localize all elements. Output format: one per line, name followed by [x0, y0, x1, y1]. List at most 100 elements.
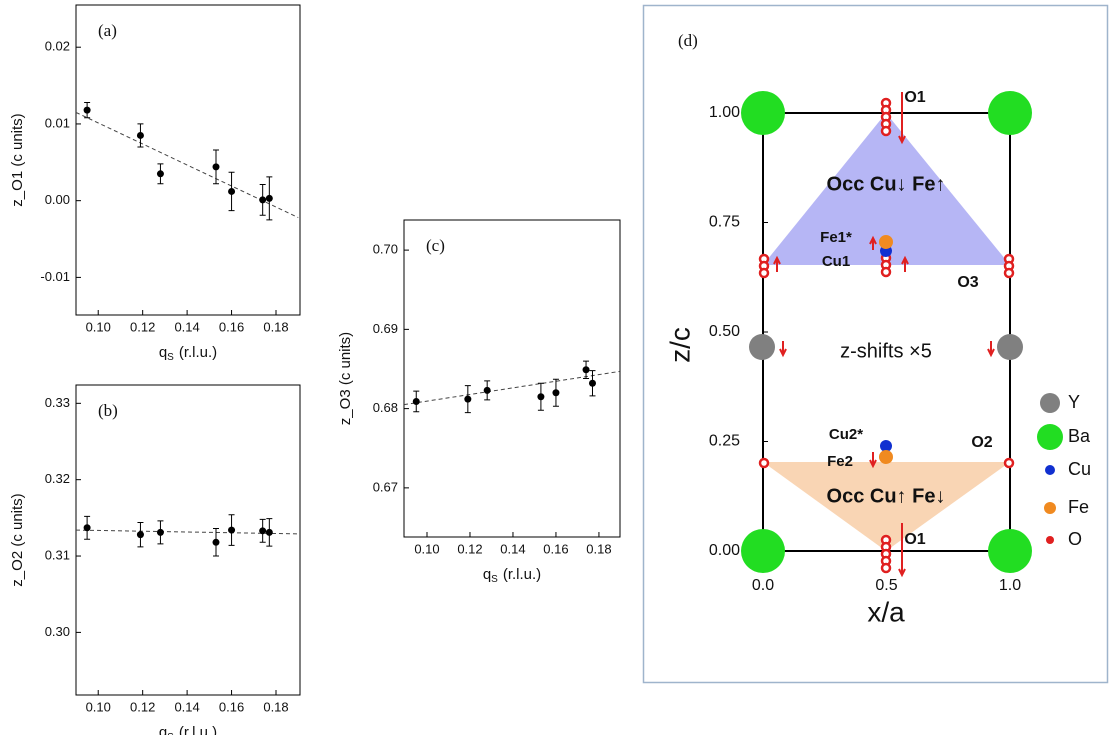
- figure: 0.02 0.01 0.00 -0.01 0.10 0.12 0.14 0.16 0.18 (a)…: [0, 0, 1113, 735]
- y-axis-label: z/c: [664, 327, 695, 363]
- annotation: O3: [957, 274, 978, 291]
- legend-label: O: [1068, 529, 1082, 549]
- annotation: Fe2: [827, 453, 853, 470]
- data-point: [266, 195, 273, 202]
- data-point: [84, 107, 91, 114]
- ba-atom: [741, 529, 785, 573]
- y-tick-label: -0.01: [40, 269, 70, 284]
- fe-atom: [879, 235, 893, 249]
- panel-label: (d): [678, 31, 698, 50]
- x-tick-label: 0.10: [86, 319, 111, 334]
- annotation: O1: [904, 89, 925, 106]
- y-axis-label: z_O1 (c units): [9, 113, 26, 206]
- data-point: [583, 366, 590, 373]
- panel-label: (a): [98, 21, 117, 40]
- y-tick-label: 0.01: [45, 115, 70, 130]
- page: 0.02 0.01 0.00 -0.01 0.10 0.12 0.14 0.16 0.18 (a)…: [0, 0, 1113, 735]
- x-tick-label: 0.10: [414, 541, 439, 556]
- panel-label: (b): [98, 401, 118, 420]
- annotation: Cu2*: [829, 426, 863, 443]
- annotation: Occ Cu↓ Fe↑: [827, 173, 946, 195]
- y-tick-label: 0.31: [45, 547, 70, 562]
- legend-label: Y: [1068, 392, 1080, 412]
- annotation: O2: [971, 434, 992, 451]
- annotation: Fe1*: [820, 229, 852, 246]
- x-tick-label: 0.14: [174, 319, 199, 334]
- legend-label: Cu: [1068, 459, 1091, 479]
- x-label-symbol: q: [159, 724, 167, 735]
- plot-frame: [76, 5, 300, 315]
- data-point: [157, 170, 164, 177]
- data-point: [537, 393, 544, 400]
- x-tick-label: 0.12: [130, 699, 155, 714]
- legend-label: Ba: [1068, 426, 1091, 446]
- annotation: O1: [904, 531, 925, 548]
- y-axis-label: z_O2 (c units): [9, 493, 26, 586]
- fe-atom: [879, 450, 893, 464]
- x-tick-label: 0.18: [263, 699, 288, 714]
- legend-swatch: [1046, 536, 1054, 544]
- legend-swatch: [1044, 502, 1056, 514]
- y-tick-label: 0.32: [45, 471, 70, 486]
- x-label-symbol: q: [159, 344, 167, 361]
- x-tick-label: 0.5: [875, 577, 897, 594]
- data-point: [413, 398, 420, 405]
- y-atom: [997, 334, 1023, 360]
- y-tick-label: 0.75: [709, 214, 740, 231]
- o-atom: [882, 127, 890, 135]
- y-tick-label: 0.67: [373, 479, 398, 494]
- x-label-symbol: q: [483, 566, 491, 583]
- y-tick-label: 0.69: [373, 321, 398, 336]
- y-tick-label: 0.00: [709, 542, 740, 559]
- x-label-unit: (r.l.u.): [503, 566, 541, 583]
- o-atom: [760, 459, 768, 467]
- data-point: [464, 396, 471, 403]
- y-tick-label: 0.00: [45, 192, 70, 207]
- x-tick-label: 0.12: [130, 319, 155, 334]
- x-axis-label: qS(r.l.u.): [159, 724, 217, 735]
- data-point: [228, 188, 235, 195]
- data-point: [266, 529, 273, 536]
- y-tick-label: 0.25: [709, 433, 740, 450]
- data-point: [552, 389, 559, 396]
- legend-swatch: [1040, 393, 1060, 413]
- o-atom: [760, 269, 768, 277]
- shift-arrow: [780, 341, 786, 355]
- x-tick-label: 0.18: [586, 541, 611, 556]
- x-tick-label: 0.12: [457, 541, 482, 556]
- y-atom: [749, 334, 775, 360]
- x-label-subscript: S: [491, 574, 498, 585]
- annotation: Cu1: [822, 253, 850, 270]
- y-tick-label: 0.68: [373, 400, 398, 415]
- o-atom: [882, 564, 890, 572]
- y-tick-label: 1.00: [709, 104, 740, 121]
- y-tick-label: 0.33: [45, 395, 70, 410]
- plot-frame: [76, 385, 300, 695]
- x-axis-label: x/a: [867, 596, 905, 627]
- y-axis-label: z_O3 (c units): [337, 332, 354, 425]
- x-tick-label: 0.14: [500, 541, 525, 556]
- ba-atom: [741, 91, 785, 135]
- x-tick-label: 0.16: [219, 319, 244, 334]
- data-point: [213, 539, 220, 546]
- y-tick-label: 0.02: [45, 39, 70, 54]
- x-tick-label: 0.10: [86, 699, 111, 714]
- shift-arrow: [988, 341, 994, 355]
- data-point: [259, 527, 266, 534]
- data-point: [137, 531, 144, 538]
- ba-atom: [988, 91, 1032, 135]
- o-atom: [1005, 459, 1013, 467]
- x-label-subscript: S: [167, 352, 174, 363]
- panel-label: (c): [426, 236, 445, 255]
- data-point: [213, 163, 220, 170]
- x-axis-label: qS (r.l.u.): [483, 566, 541, 585]
- x-tick-label: 0.0: [752, 577, 774, 594]
- x-tick-label: 1.0: [999, 577, 1021, 594]
- legend-label: Fe: [1068, 497, 1089, 517]
- ba-atom: [988, 529, 1032, 573]
- y-tick-label: 0.30: [45, 624, 70, 639]
- annotation: z-shifts ×5: [840, 340, 932, 362]
- y-tick-label: 0.70: [373, 242, 398, 257]
- data-point: [137, 132, 144, 139]
- shift-arrow: [870, 452, 876, 466]
